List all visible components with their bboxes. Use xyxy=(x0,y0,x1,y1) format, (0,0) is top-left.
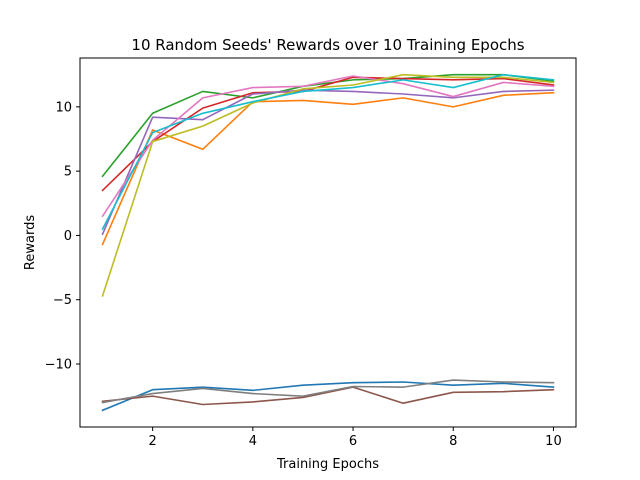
y-tick-label: −10 xyxy=(45,358,72,373)
series-line-10 xyxy=(101,73,555,231)
series-line-1 xyxy=(101,381,555,412)
series-line-3 xyxy=(101,73,555,178)
series-line-2 xyxy=(101,91,555,246)
series-line-9 xyxy=(101,73,555,297)
x-tick-label: 6 xyxy=(349,434,357,449)
x-tick-label: 2 xyxy=(149,434,157,449)
x-tick-label: 4 xyxy=(249,434,257,449)
series-line-8 xyxy=(101,379,555,404)
y-tick-label: 10 xyxy=(55,100,72,115)
y-tick-label: −5 xyxy=(53,293,72,308)
x-tick-label: 10 xyxy=(545,434,562,449)
axes: 2 4 6 8 10 −10 −5 0 5 10 xyxy=(45,57,577,449)
series-line-5 xyxy=(101,89,555,236)
series-line-7 xyxy=(101,75,555,218)
series-line-6 xyxy=(101,386,555,406)
plot-frame xyxy=(79,57,577,428)
y-axis-title: Rewards xyxy=(23,215,38,270)
chart-title: 10 Random Seeds' Rewards over 10 Trainin… xyxy=(131,36,524,54)
series-line-4 xyxy=(101,76,555,192)
y-tick-label: 0 xyxy=(64,229,72,244)
x-axis-title: Training Epochs xyxy=(276,457,379,472)
series-lines xyxy=(101,73,555,412)
x-tick-label: 8 xyxy=(449,434,457,449)
y-tick-label: 5 xyxy=(64,165,72,180)
